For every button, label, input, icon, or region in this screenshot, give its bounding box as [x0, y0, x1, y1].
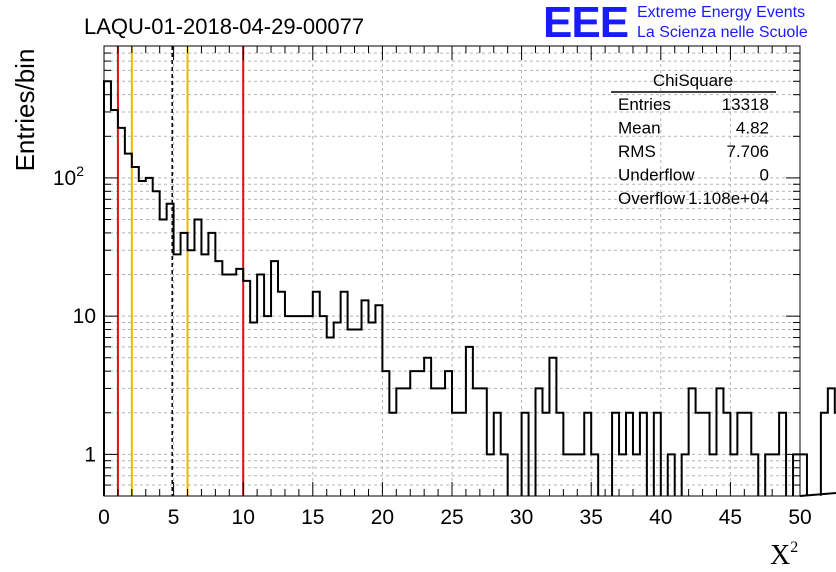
eee-logo: EEE Extreme Energy Events La Scienza nel…	[543, 0, 833, 47]
stats-box: ChiSquare Entries 13318 Mean 4.82 RMS 7.706 Un…	[611, 71, 776, 208]
stats-row-value: 1.108e+04	[688, 189, 769, 208]
stats-row-label: Entries	[618, 95, 671, 114]
chart-title: LAQU-01-2018-04-29-00077	[84, 14, 364, 39]
x-tick-label: 5	[168, 506, 180, 529]
y-tick-label: 1	[84, 443, 96, 466]
grid	[104, 45, 800, 497]
x-tick-label: 20	[371, 506, 394, 529]
y-tick-label: 102	[53, 163, 84, 190]
stats-row-value: 0	[760, 166, 769, 185]
axes: 0 5 10 15 20 25 30 35 40 45 50 1 10 102	[53, 45, 812, 529]
x-axis-label: X2	[770, 539, 798, 571]
logo-line-2: La Scienza nelle Scuole	[637, 24, 808, 41]
y-axis-label: Entries/bin	[10, 49, 40, 172]
logo-line-1: Extreme Energy Events	[637, 4, 806, 21]
x-tick-label: 25	[440, 506, 463, 529]
stats-row-value: 13318	[722, 95, 769, 114]
logo-mark: EEE	[543, 0, 629, 47]
x-tick-label: 30	[510, 506, 533, 529]
stats-row-label: Underflow	[618, 166, 695, 185]
stats-row-value: 7.706	[726, 142, 769, 161]
x-tick-label: 40	[649, 506, 672, 529]
x-tick-label: 50	[788, 506, 811, 529]
stats-title: ChiSquare	[653, 71, 733, 90]
x-tick-label: 35	[580, 506, 603, 529]
x-tick-label: 10	[232, 506, 255, 529]
stats-row-label: Mean	[618, 119, 661, 138]
x-tick-label: 45	[719, 506, 742, 529]
x-tick-label: 0	[98, 506, 110, 529]
vertical-markers	[116, 46, 245, 496]
stats-row-label: RMS	[618, 142, 656, 161]
stats-row-value: 4.82	[736, 119, 769, 138]
y-tick-label: 10	[73, 305, 96, 328]
stats-row-label: Overflow	[618, 189, 686, 208]
x-tick-label: 15	[301, 506, 324, 529]
